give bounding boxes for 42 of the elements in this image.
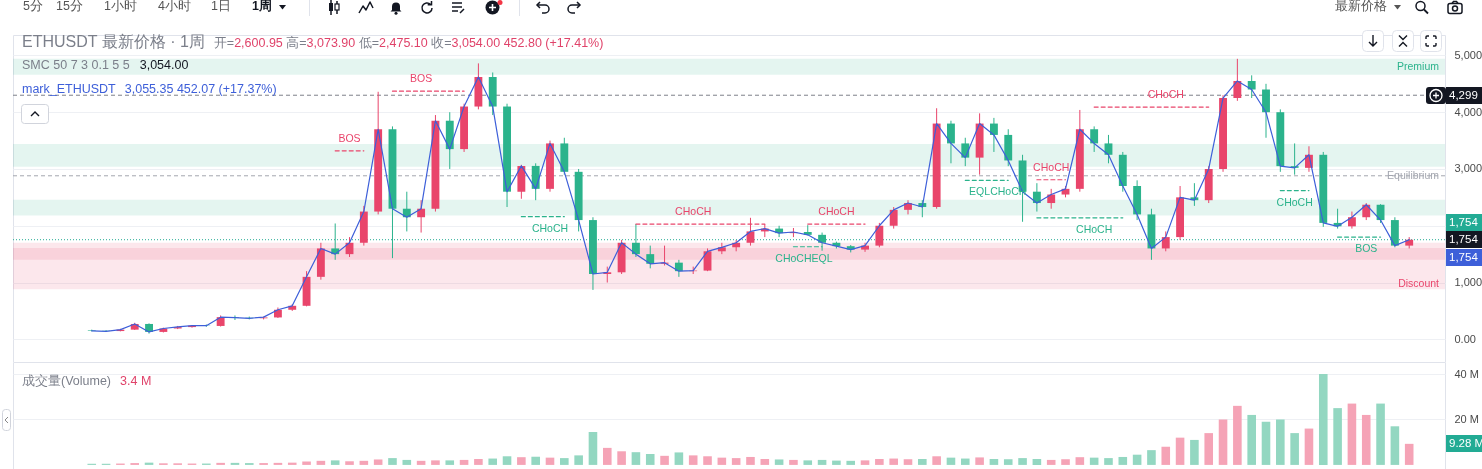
data-label: CHoCH	[1276, 195, 1313, 208]
y-tick-label: 5,000	[1454, 48, 1482, 61]
data-label: CHoCH	[531, 221, 569, 234]
data-label: EQL	[811, 251, 833, 264]
annotation: 3.4 M	[120, 374, 152, 388]
data-label: CHoCH	[675, 205, 712, 218]
annotation: SMC 50 7 3 0.1 5 5	[22, 58, 130, 72]
text: 1小时	[104, 0, 137, 13]
annotation: 开=2,600.95 高=3,073.90 低=2,475.10 收=3,054.00 452.80 (+17.41%)	[213, 36, 604, 50]
data-label: BOS	[338, 131, 361, 144]
y-tick-label: 0.00	[1454, 332, 1476, 345]
text: 5分	[23, 0, 43, 13]
text: 1,754	[1446, 213, 1482, 231]
text: 1,754	[1446, 248, 1482, 266]
text: 15分	[56, 0, 83, 13]
annotation: 3,054.00	[139, 58, 189, 72]
chart-title: ETHUSDT 最新价格 · 1周	[22, 33, 205, 51]
annotation: 1,754	[1446, 231, 1482, 249]
y-tick-label: 40 M	[1454, 367, 1479, 380]
text: 最新价格	[1335, 0, 1387, 13]
y-tick-label: 3,000	[1454, 162, 1482, 175]
data-label: CHoCH	[775, 251, 812, 264]
data-label: CHoCH	[1076, 222, 1113, 235]
ref-line-label: Equilibrium	[1387, 168, 1440, 181]
band-label: Premium	[1396, 59, 1440, 72]
band-label: Discount	[1398, 276, 1440, 289]
text: mark_ETHUSDT	[22, 82, 116, 96]
data-label: CHoCH	[1033, 160, 1070, 173]
y-tick-label: 20 M	[1454, 412, 1479, 425]
data-label: CHoCH	[818, 205, 855, 218]
text: 1周	[252, 0, 272, 13]
data-label: BOS	[410, 72, 433, 85]
text: 4小时	[158, 0, 191, 13]
annotation: 4,299	[1446, 86, 1482, 104]
y-tick-label: 1,000	[1454, 276, 1482, 289]
data-label: EQL	[969, 185, 991, 198]
annotation: 3,055.35 452.07 (+17.37%)	[124, 82, 277, 96]
data-label: BOS	[1355, 242, 1378, 255]
data-label: CHoCH	[1147, 88, 1184, 101]
text: 成交量(Volume)	[22, 374, 112, 388]
y-tick-label: 4,000	[1454, 105, 1482, 118]
text: 1日	[211, 0, 231, 13]
